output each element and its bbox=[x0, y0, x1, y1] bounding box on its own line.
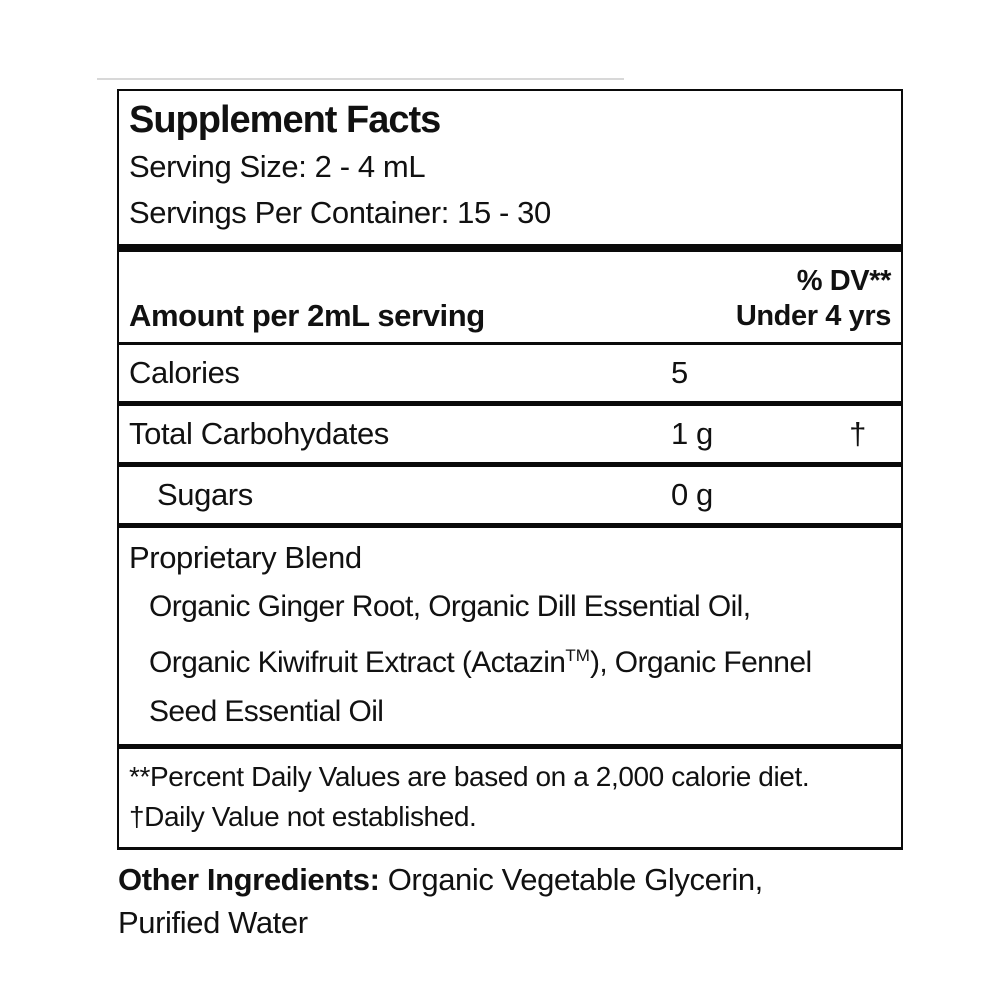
divider-single bbox=[119, 342, 901, 345]
scan-artifact-line bbox=[97, 78, 624, 80]
nutrient-name: Sugars bbox=[157, 477, 253, 512]
trademark-superscript: TM bbox=[565, 646, 590, 665]
panel-title: Supplement Facts bbox=[129, 99, 441, 141]
dv-column-header: % DV** Under 4 yrs bbox=[735, 264, 892, 334]
blend-name: Proprietary Blend bbox=[129, 540, 362, 575]
blend-ingredients-line3: Seed Essential Oil bbox=[149, 695, 384, 728]
column-header-row: Amount per 2mL serving % DV** Under 4 yr… bbox=[119, 252, 901, 342]
divider-double bbox=[119, 462, 901, 467]
dv-header-line2: Under 4 yrs bbox=[735, 300, 892, 332]
footnote-daily-value: †Daily Value not established. bbox=[129, 801, 477, 832]
nutrient-row-sugars: Sugars 0 g bbox=[119, 467, 901, 523]
other-ingredients-text1: Organic Vegetable Glycerin, bbox=[379, 862, 764, 897]
footnote-percent-dv: **Percent Daily Values are based on a 2,… bbox=[129, 761, 810, 792]
other-ingredients-line2: Purified Water bbox=[118, 905, 308, 940]
nutrient-row-total-carbohydates: Total Carbohydates 1 g † bbox=[119, 406, 901, 462]
other-ingredients-label: Other Ingredients: bbox=[118, 862, 380, 897]
other-ingredients-section: Other Ingredients: Organic Vegetable Gly… bbox=[118, 858, 858, 944]
nutrient-amount: 0 g bbox=[671, 477, 713, 512]
nutrient-dv-dagger: † bbox=[849, 416, 866, 451]
proprietary-blend-section: Proprietary Blend Organic Ginger Root, O… bbox=[119, 528, 901, 744]
divider-double bbox=[119, 523, 901, 528]
nutrient-amount: 1 g bbox=[671, 416, 713, 451]
amount-column-header: Amount per 2mL serving bbox=[129, 298, 485, 333]
blend-ingredients-line1: Organic Ginger Root, Organic Dill Essent… bbox=[149, 590, 751, 623]
supplement-facts-panel: Supplement Facts Serving Size: 2 - 4 mL … bbox=[117, 89, 903, 850]
serving-size: Serving Size: 2 - 4 mL bbox=[129, 149, 426, 184]
nutrient-amount: 5 bbox=[671, 355, 688, 390]
divider-heavy bbox=[119, 244, 901, 252]
other-ingredients-line1: Other Ingredients: Organic Vegetable Gly… bbox=[118, 858, 858, 901]
nutrient-name: Calories bbox=[129, 355, 240, 390]
dv-header-line1: % DV** bbox=[796, 265, 892, 297]
panel-header: Supplement Facts Serving Size: 2 - 4 mL … bbox=[119, 91, 901, 244]
blend-line2-pre: Organic Kiwifruit Extract (Actazin bbox=[149, 646, 566, 679]
divider-double bbox=[119, 401, 901, 406]
blend-ingredients-line2: Organic Kiwifruit Extract (ActazinTM), O… bbox=[129, 631, 891, 687]
nutrient-row-calories: Calories 5 bbox=[119, 345, 901, 401]
divider-double bbox=[119, 744, 901, 749]
servings-per-container: Servings Per Container: 15 - 30 bbox=[129, 195, 551, 230]
footnote-section: **Percent Daily Values are based on a 2,… bbox=[119, 749, 901, 847]
nutrient-name: Total Carbohydates bbox=[129, 416, 389, 451]
blend-line2-post: ), Organic Fennel bbox=[589, 646, 812, 679]
